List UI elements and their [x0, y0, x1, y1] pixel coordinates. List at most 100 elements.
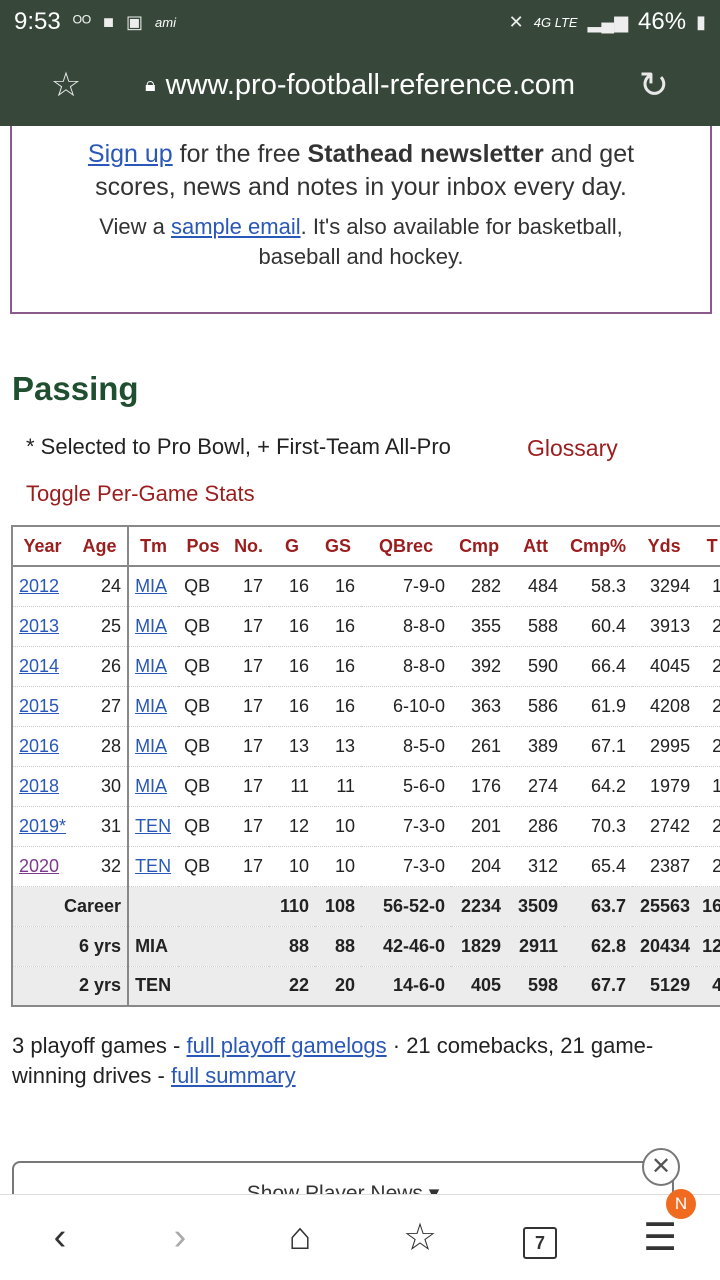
team-link[interactable]: TEN [135, 855, 172, 876]
column-header[interactable]: Pos [178, 525, 229, 567]
column-header[interactable]: Age [72, 525, 130, 567]
summary-cell: 42-46-0 [361, 926, 452, 967]
table-cell: 61.9 [564, 686, 633, 727]
column-header[interactable]: Tm [128, 525, 179, 567]
table-cell: 16 [269, 686, 316, 727]
table-cell: 70.3 [564, 806, 633, 847]
table-cell: 17 [228, 606, 270, 647]
year-link[interactable]: 2018 [19, 775, 60, 796]
section-title: Passing [12, 370, 139, 407]
table-cell: 10 [315, 846, 362, 887]
full-summary-link[interactable]: full summary [170, 1063, 296, 1088]
signup-link[interactable]: Sign up [87, 140, 173, 168]
column-header[interactable]: Cmp% [564, 525, 633, 567]
ami-label: ami [155, 14, 176, 30]
voicemail-icon: ᴼᴼ [72, 11, 92, 32]
team-link[interactable]: MIA [135, 655, 168, 676]
year-link[interactable]: 2014 [19, 655, 60, 676]
column-header[interactable]: QBrec [361, 525, 452, 567]
team-link[interactable]: MIA [135, 695, 168, 716]
table-cell: 16 [315, 686, 362, 727]
team-link[interactable]: MIA [135, 735, 168, 756]
year-link[interactable]: 2019* [19, 815, 67, 836]
summary-cell: 12 [696, 926, 720, 967]
table-cell: 16 [269, 606, 316, 647]
newsletter-bold: Stathead newsletter [307, 140, 544, 168]
team-link[interactable]: TEN [135, 815, 172, 836]
home-icon[interactable]: ⌂ [288, 1216, 312, 1258]
table-cell: 17 [228, 726, 270, 767]
table-cell: 1979 [632, 766, 697, 807]
forward-icon[interactable]: › [173, 1216, 187, 1258]
column-header[interactable]: Year [11, 525, 73, 567]
table-cell: 31 [72, 806, 130, 847]
column-header[interactable]: No. [228, 525, 270, 567]
gallery-icon: ▣ [126, 11, 144, 32]
table-cell: 7-3-0 [361, 846, 452, 887]
year-link[interactable]: 2012 [19, 575, 60, 596]
summary-cell: 22 [269, 966, 316, 1007]
team-link[interactable]: MIA [135, 775, 168, 796]
column-header[interactable]: G [269, 525, 316, 567]
table-cell: 17 [228, 766, 270, 807]
address-field[interactable]: 🔒︎ www.pro-football-reference.com [96, 69, 624, 102]
summary-blank [178, 886, 270, 927]
column-header[interactable]: GS [315, 525, 362, 567]
table-cell: QB [178, 766, 229, 807]
table-cell: 392 [451, 646, 508, 687]
newsletter-text-end: and get scores, news and notes in your i… [95, 140, 635, 201]
reload-icon[interactable]: ↻ [638, 64, 670, 105]
close-icon[interactable]: ✕ [642, 1148, 680, 1186]
column-header[interactable]: Yds [632, 525, 697, 567]
table-cell: 16 [269, 646, 316, 687]
back-icon[interactable]: ‹ [53, 1216, 67, 1258]
mute-icon: ✕ [508, 11, 524, 32]
footer-text2: · 21 comebacks, 21 game-winning drives - [12, 1033, 654, 1088]
year-link[interactable]: 2015 [19, 695, 60, 716]
tabs-button[interactable]: 7 [500, 1216, 580, 1259]
newsletter-line2-start: View a [99, 214, 171, 239]
bookmark-star-icon[interactable]: ☆ [50, 66, 82, 104]
table-cell: 2 [696, 726, 720, 767]
menu-icon[interactable]: ☰ N [620, 1189, 700, 1260]
table-cell: 17 [228, 686, 270, 727]
table-cell: 2995 [632, 726, 697, 767]
column-header[interactable]: T [696, 525, 720, 567]
column-header[interactable]: Cmp [451, 525, 508, 567]
bookmarks-icon[interactable]: ☆ [402, 1217, 438, 1259]
summary-blank [178, 926, 270, 967]
year-link[interactable]: 2016 [19, 735, 60, 756]
table-cell: QB [178, 646, 229, 687]
sample-email-link[interactable]: sample email [170, 214, 301, 239]
table-cell: QB [178, 726, 229, 767]
table-cell: 389 [507, 726, 565, 767]
year-link[interactable]: 2020 [19, 855, 60, 876]
page-content: Sign up for the free Stathead newsletter… [0, 126, 720, 1194]
summary-cell: 67.7 [564, 966, 633, 1007]
summary-cell: 56-52-0 [361, 886, 452, 927]
glossary-link[interactable]: Glossary [527, 435, 618, 461]
summary-cell: 2234 [451, 886, 508, 927]
table-cell: 2 [696, 646, 720, 687]
column-header[interactable]: Att [507, 525, 565, 567]
table-cell: 10 [269, 846, 316, 887]
team-link[interactable]: MIA [135, 575, 168, 596]
table-cell: 64.2 [564, 766, 633, 807]
playoff-gamelogs-link[interactable]: full playoff gamelogs [186, 1033, 387, 1058]
show-player-news-button[interactable]: Show Player News ▾ [12, 1161, 674, 1194]
team-link[interactable]: MIA [135, 615, 168, 636]
newsletter-line2: View a sample email. It's also available… [12, 212, 710, 272]
passing-table-wrap[interactable]: Year Age Tm Pos No. G GS QBrec Cmp Att Cmp% Yds T 20… [11, 525, 720, 1007]
year-link[interactable]: 2013 [19, 615, 60, 636]
table-cell: 2 [696, 806, 720, 847]
toggle-per-game-link[interactable]: Toggle Per-Game Stats [26, 481, 255, 506]
table-cell: 12 [269, 806, 316, 847]
summary-cell: 108 [315, 886, 362, 927]
summary-team: TEN [128, 966, 179, 1007]
summary-cell: 16 [696, 886, 720, 927]
table-cell: QB [178, 606, 229, 647]
summary-label: Career [11, 886, 130, 927]
battery-level: 46% [638, 8, 687, 35]
